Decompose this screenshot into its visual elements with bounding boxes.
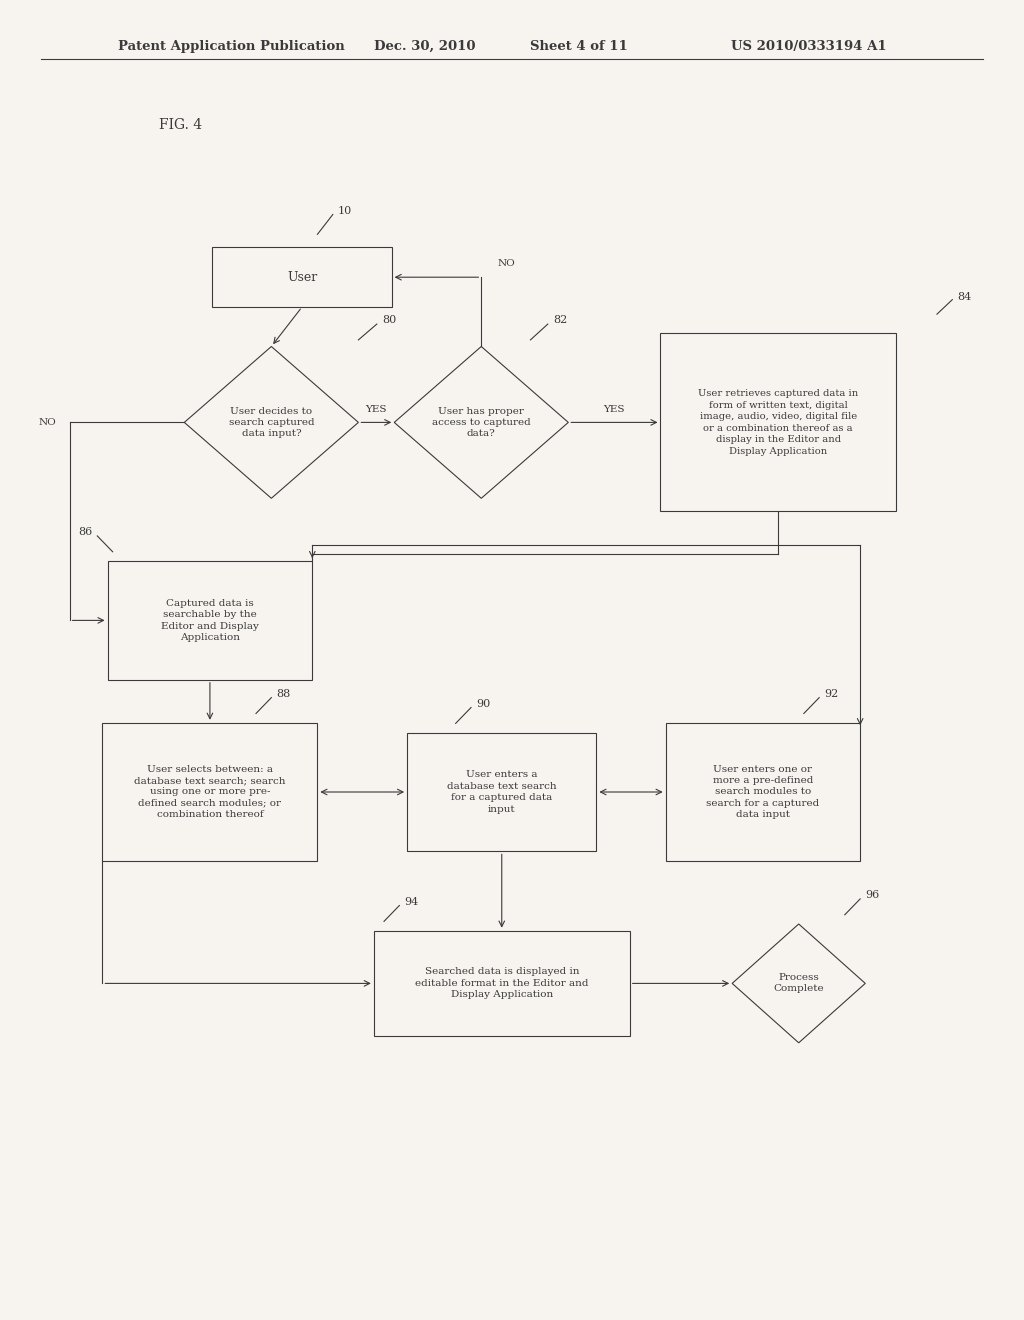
Text: FIG. 4: FIG. 4 [159, 119, 202, 132]
Text: 86: 86 [78, 527, 92, 537]
Text: User: User [287, 271, 317, 284]
Text: User decides to
search captured
data input?: User decides to search captured data inp… [228, 407, 314, 438]
Text: User retrieves captured data in
form of written text, digital
image, audio, vide: User retrieves captured data in form of … [698, 389, 858, 455]
Polygon shape [732, 924, 865, 1043]
Text: Dec. 30, 2010: Dec. 30, 2010 [374, 40, 476, 53]
Text: Sheet 4 of 11: Sheet 4 of 11 [529, 40, 628, 53]
Text: NO: NO [498, 260, 516, 268]
Text: 80: 80 [382, 315, 396, 325]
FancyBboxPatch shape [102, 722, 317, 861]
Text: 92: 92 [824, 689, 839, 698]
Text: User enters a
database text search
for a captured data
input: User enters a database text search for a… [446, 771, 557, 813]
Text: User enters one or
more a pre-defined
search modules to
search for a captured
da: User enters one or more a pre-defined se… [707, 764, 819, 820]
Text: Process
Complete: Process Complete [773, 973, 824, 994]
Text: 96: 96 [865, 890, 880, 900]
Polygon shape [394, 346, 568, 498]
FancyBboxPatch shape [407, 733, 596, 851]
Text: NO: NO [38, 418, 56, 426]
Text: Patent Application Publication: Patent Application Publication [118, 40, 344, 53]
Text: 82: 82 [553, 315, 567, 325]
Text: 10: 10 [338, 206, 352, 215]
Polygon shape [184, 346, 358, 498]
Text: Captured data is
searchable by the
Editor and Display
Application: Captured data is searchable by the Edito… [161, 599, 259, 642]
FancyBboxPatch shape [213, 247, 391, 306]
FancyBboxPatch shape [374, 931, 630, 1036]
Text: Searched data is displayed in
editable format in the Editor and
Display Applicat: Searched data is displayed in editable f… [415, 968, 589, 999]
Text: User has proper
access to captured
data?: User has proper access to captured data? [432, 407, 530, 438]
Text: YES: YES [366, 405, 387, 413]
Text: YES: YES [604, 405, 625, 413]
Text: 88: 88 [276, 689, 291, 698]
Text: US 2010/0333194 A1: US 2010/0333194 A1 [731, 40, 887, 53]
FancyBboxPatch shape [660, 333, 896, 511]
Text: 90: 90 [476, 698, 490, 709]
Text: 94: 94 [404, 896, 419, 907]
Text: 84: 84 [957, 292, 972, 302]
FancyBboxPatch shape [666, 722, 860, 861]
Text: User selects between: a
database text search; search
using one or more pre-
defi: User selects between: a database text se… [134, 764, 286, 820]
FancyBboxPatch shape [108, 561, 312, 680]
